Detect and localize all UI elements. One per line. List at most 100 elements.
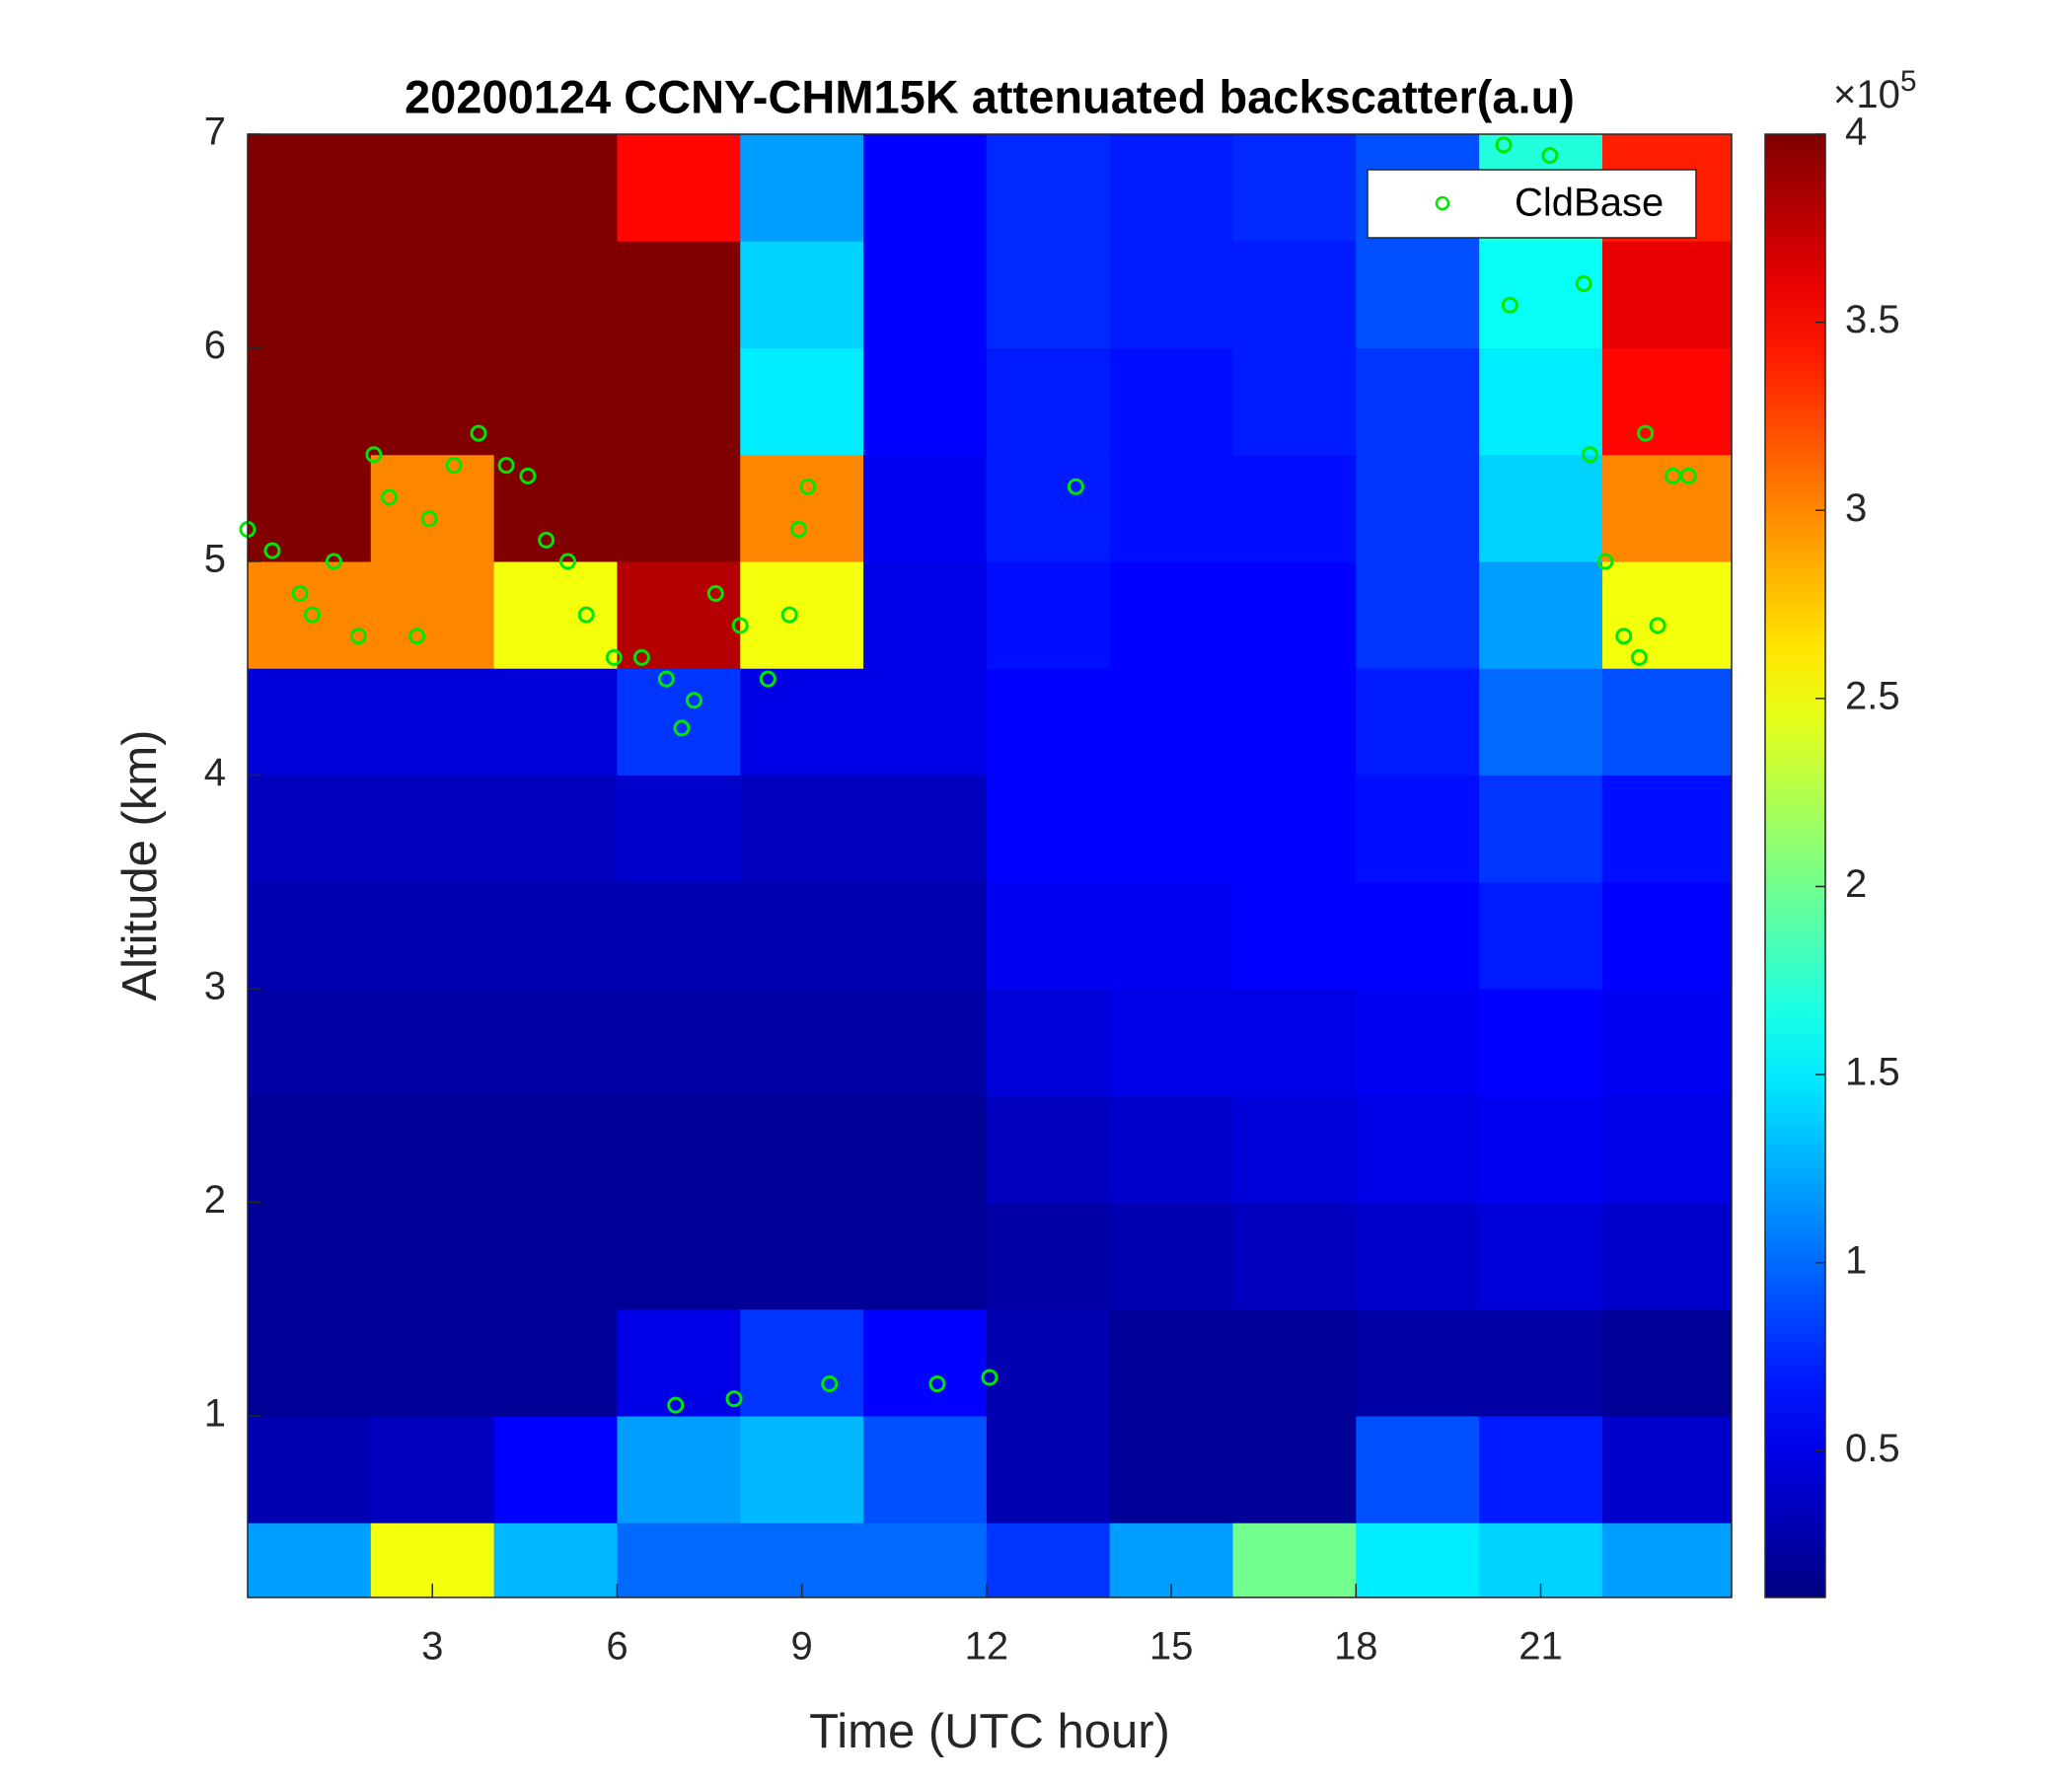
y-axis-label: Altitude (km) — [113, 729, 167, 1001]
heat-cell — [740, 1415, 864, 1523]
x-tick-label: 6 — [606, 1625, 628, 1669]
heat-cell — [863, 668, 988, 776]
cloud-base-point — [928, 1375, 946, 1393]
heat-cell — [863, 1095, 988, 1203]
x-tick-label: 9 — [791, 1625, 813, 1669]
heat-cell — [370, 1095, 495, 1203]
cloud-base-point — [538, 531, 555, 549]
y-tick-label: 4 — [204, 751, 226, 794]
heat-cell — [1232, 1522, 1357, 1598]
heat-cell — [986, 668, 1111, 776]
heat-cell — [493, 134, 618, 242]
plot-frame — [247, 133, 1733, 1598]
heat-cell — [1479, 560, 1603, 669]
heat-cell — [986, 1522, 1111, 1598]
cloud-base-point — [1630, 648, 1648, 666]
cloud-base-point — [519, 467, 537, 484]
heat-cell — [1356, 347, 1480, 456]
heat-cell — [493, 347, 618, 456]
cloud-base-point — [1495, 136, 1513, 154]
cloud-base-point — [725, 1390, 743, 1408]
heat-cell — [370, 134, 495, 242]
heat-cell — [1601, 560, 1733, 669]
cloud-base-point — [420, 510, 438, 528]
heat-cell — [1232, 454, 1357, 562]
legend-box — [1367, 169, 1697, 239]
heat-cell — [1601, 1308, 1733, 1417]
cloud-base-point — [780, 606, 798, 624]
cloud-base-point — [1596, 553, 1614, 570]
heat-cell — [1479, 1095, 1603, 1203]
cloud-base-point — [605, 648, 623, 666]
heat-cell — [493, 1308, 618, 1417]
heat-cell — [986, 347, 1111, 456]
heat-cell — [1479, 1308, 1603, 1417]
chart-title: 20200124 CCNY-CHM15K attenuated backscat… — [405, 70, 1575, 122]
cloud-base-point — [304, 606, 322, 624]
heat-cell — [1232, 560, 1357, 669]
y-tick-label: 1 — [204, 1392, 226, 1436]
cloud-base-point — [1615, 628, 1633, 645]
heat-cell — [986, 1095, 1111, 1203]
cloud-base-point — [1067, 478, 1084, 495]
heat-cell — [1356, 988, 1480, 1096]
heat-cell — [248, 668, 372, 776]
heat-cell — [248, 1415, 372, 1523]
heat-cell — [1356, 1308, 1480, 1417]
colorbar-multiplier-base: ×10 — [1833, 73, 1900, 116]
cloud-base-point — [667, 1396, 685, 1414]
colorbar-tick-label: 2.5 — [1845, 674, 1900, 717]
heat-cell — [1601, 668, 1733, 776]
heat-cell — [740, 1095, 864, 1203]
x-axis-label: Time (UTC hour) — [809, 1705, 1170, 1758]
heat-cell — [1109, 241, 1234, 348]
heat-cell — [863, 1202, 988, 1310]
cloud-base-point — [1649, 617, 1666, 634]
heat-cell — [1356, 1415, 1480, 1523]
heat-cell — [863, 1522, 988, 1598]
heat-cell — [1109, 881, 1234, 990]
heat-cell — [1479, 668, 1603, 776]
heat-cell — [986, 988, 1111, 1096]
x-tick-label: 18 — [1334, 1625, 1378, 1669]
heat-cell — [370, 454, 495, 562]
heat-cell — [1109, 560, 1234, 669]
cloud-base-point — [291, 584, 309, 602]
heat-cell — [617, 347, 741, 456]
heat-cell — [1109, 775, 1234, 883]
heat-cell — [740, 1308, 864, 1417]
heat-cell — [493, 881, 618, 990]
heat-cell — [493, 241, 618, 348]
heat-cell — [248, 988, 372, 1096]
heat-cell — [1232, 347, 1357, 456]
heat-cell — [617, 988, 741, 1096]
heat-cell — [986, 881, 1111, 990]
heat-cell — [1601, 241, 1733, 348]
cloud-base-point — [790, 521, 808, 539]
heat-cell — [740, 454, 864, 562]
cloud-base-point — [325, 553, 342, 570]
y-tick-label: 5 — [204, 538, 226, 581]
cloud-base-point — [497, 457, 515, 475]
heat-cell — [617, 1202, 741, 1310]
x-tick-label: 12 — [965, 1625, 1009, 1669]
legend: CldBase — [1367, 169, 1697, 239]
heat-cell — [863, 347, 988, 456]
colorbar-tick-label: 3.5 — [1845, 298, 1900, 341]
heat-cell — [986, 241, 1111, 348]
heat-cell — [1109, 134, 1234, 242]
heat-cell — [248, 134, 372, 242]
heat-cell — [986, 1308, 1111, 1417]
heat-cell — [370, 1415, 495, 1523]
y-tick-label: 2 — [204, 1178, 226, 1222]
cloud-base-point — [408, 628, 426, 645]
heat-cell — [1601, 1522, 1733, 1598]
heatmap — [248, 134, 1733, 1598]
x-tick-label: 3 — [421, 1625, 443, 1669]
heat-cell — [1109, 988, 1234, 1096]
cloud-base-point — [349, 628, 367, 645]
heat-cell — [370, 881, 495, 990]
colorbar-tick-label: 4 — [1845, 111, 1867, 154]
cloud-base-point — [470, 424, 487, 442]
